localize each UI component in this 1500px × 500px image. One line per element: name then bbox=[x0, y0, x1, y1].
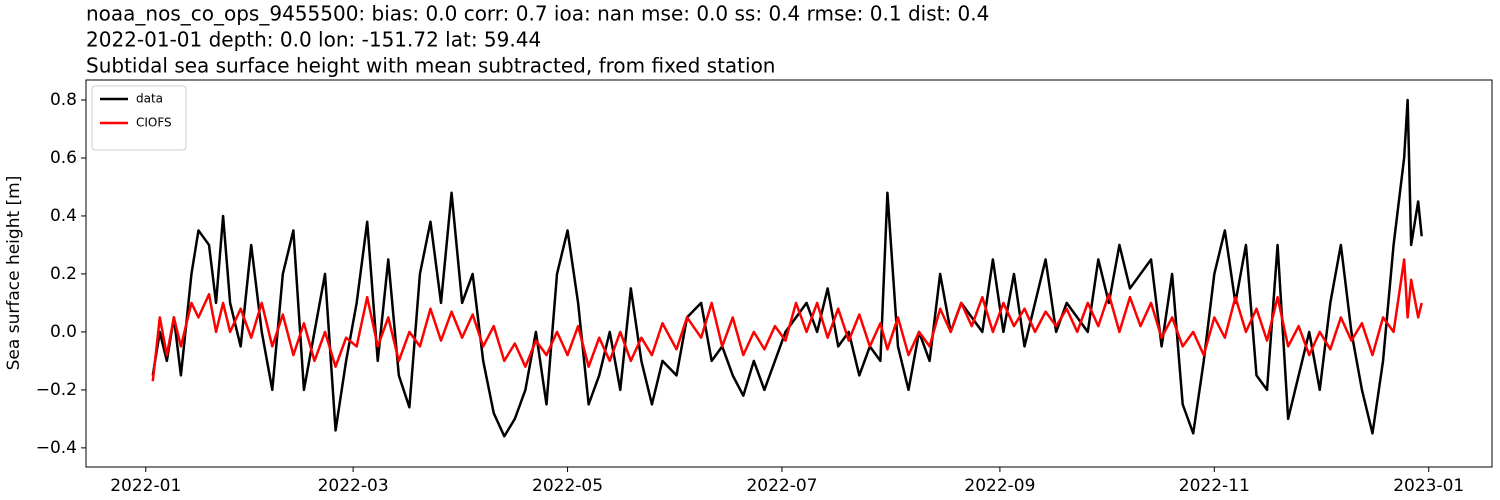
legend-box bbox=[91, 85, 187, 151]
title-line: noaa_nos_co_ops_9455500: bias: 0.0 corr:… bbox=[86, 2, 989, 26]
x-tick-label: 2022-01 bbox=[110, 476, 181, 496]
series-line bbox=[151, 98, 1423, 438]
y-tick-label: 0.6 bbox=[50, 148, 77, 168]
legend-label: CIOFS bbox=[136, 116, 172, 130]
y-tick-label: 0.4 bbox=[50, 206, 77, 226]
x-tick-label: 2022-09 bbox=[964, 476, 1035, 496]
x-tick-label: 2022-07 bbox=[746, 476, 817, 496]
x-tick-label: 2022-03 bbox=[318, 476, 389, 496]
y-tick-label: −0.2 bbox=[36, 380, 77, 400]
y-tick-label: −0.4 bbox=[36, 438, 77, 458]
y-axis-label: Sea surface height [m] bbox=[4, 176, 24, 371]
legend-label: data bbox=[136, 92, 163, 106]
x-tick-label: 2023-01 bbox=[1393, 476, 1464, 496]
y-tick-label: 0.0 bbox=[50, 322, 77, 342]
title-line: Subtidal sea surface height with mean su… bbox=[86, 54, 775, 78]
plot-frame bbox=[85, 79, 1493, 468]
x-tick-label: 2022-11 bbox=[1179, 476, 1250, 496]
y-tick-label: 0.8 bbox=[50, 90, 77, 110]
y-tick-label: 0.2 bbox=[50, 264, 77, 284]
series-line bbox=[151, 258, 1423, 382]
x-tick-label: 2022-05 bbox=[532, 476, 603, 496]
title-line: 2022-01-01 depth: 0.0 lon: -151.72 lat: … bbox=[86, 28, 541, 52]
